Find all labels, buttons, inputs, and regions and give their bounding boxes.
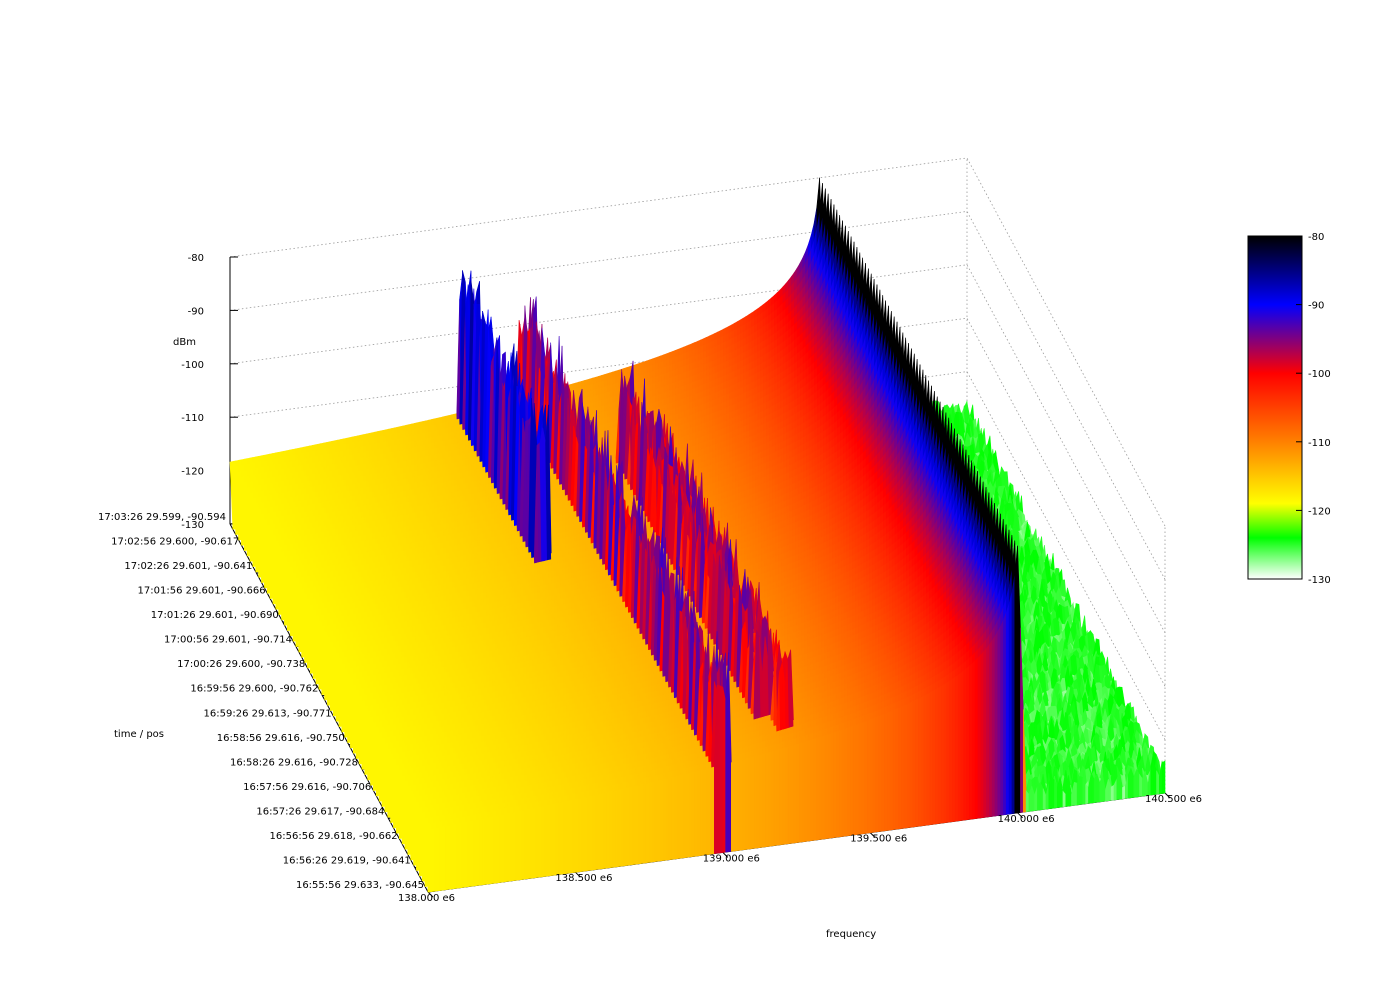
x-tick-mark — [722, 852, 729, 858]
surface — [229, 177, 1166, 893]
x-tick-mark — [575, 871, 581, 878]
y-axis-line — [229, 523, 429, 893]
x-tick-mark — [1017, 812, 1023, 819]
x-tick-mark — [427, 891, 434, 898]
x-tick-mark — [1164, 792, 1171, 799]
x-tick-mark — [869, 832, 876, 838]
